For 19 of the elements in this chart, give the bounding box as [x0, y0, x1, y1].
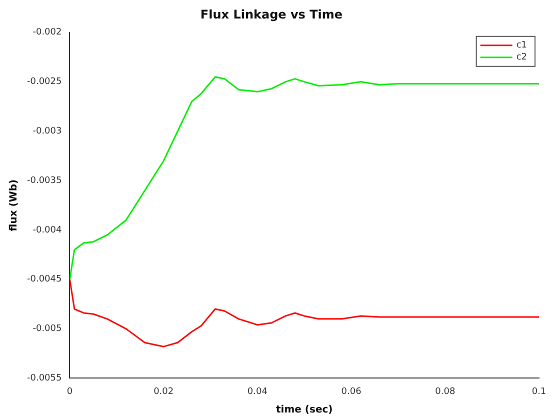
y-tick-label: -0.0045 [26, 274, 62, 285]
y-tick-label: -0.0025 [26, 77, 62, 88]
y-tick-label: -0.002 [32, 28, 62, 38]
x-axis-title: time (sec) [276, 404, 333, 416]
x-tick-label: 0.02 [154, 386, 174, 397]
legend-label: c1 [516, 40, 528, 51]
x-tick-label: 0 [66, 386, 73, 397]
y-tick-label: -0.004 [32, 225, 62, 236]
y-tick-label: -0.0055 [26, 374, 62, 384]
x-tick-label: 0.06 [341, 386, 362, 397]
y-axis-title: flux (Wb) [8, 179, 20, 232]
y-tick-label: -0.005 [32, 324, 62, 334]
x-tick-label: 0.08 [435, 386, 456, 397]
x-tick-label: 0.04 [247, 386, 268, 397]
chart-title: Flux Linkage vs Time [200, 7, 343, 22]
x-tick-label: 0.1 [532, 386, 546, 397]
legend-label: c2 [516, 52, 528, 63]
y-tick-label: -0.0035 [26, 176, 62, 186]
y-tick-label: -0.003 [32, 126, 62, 137]
